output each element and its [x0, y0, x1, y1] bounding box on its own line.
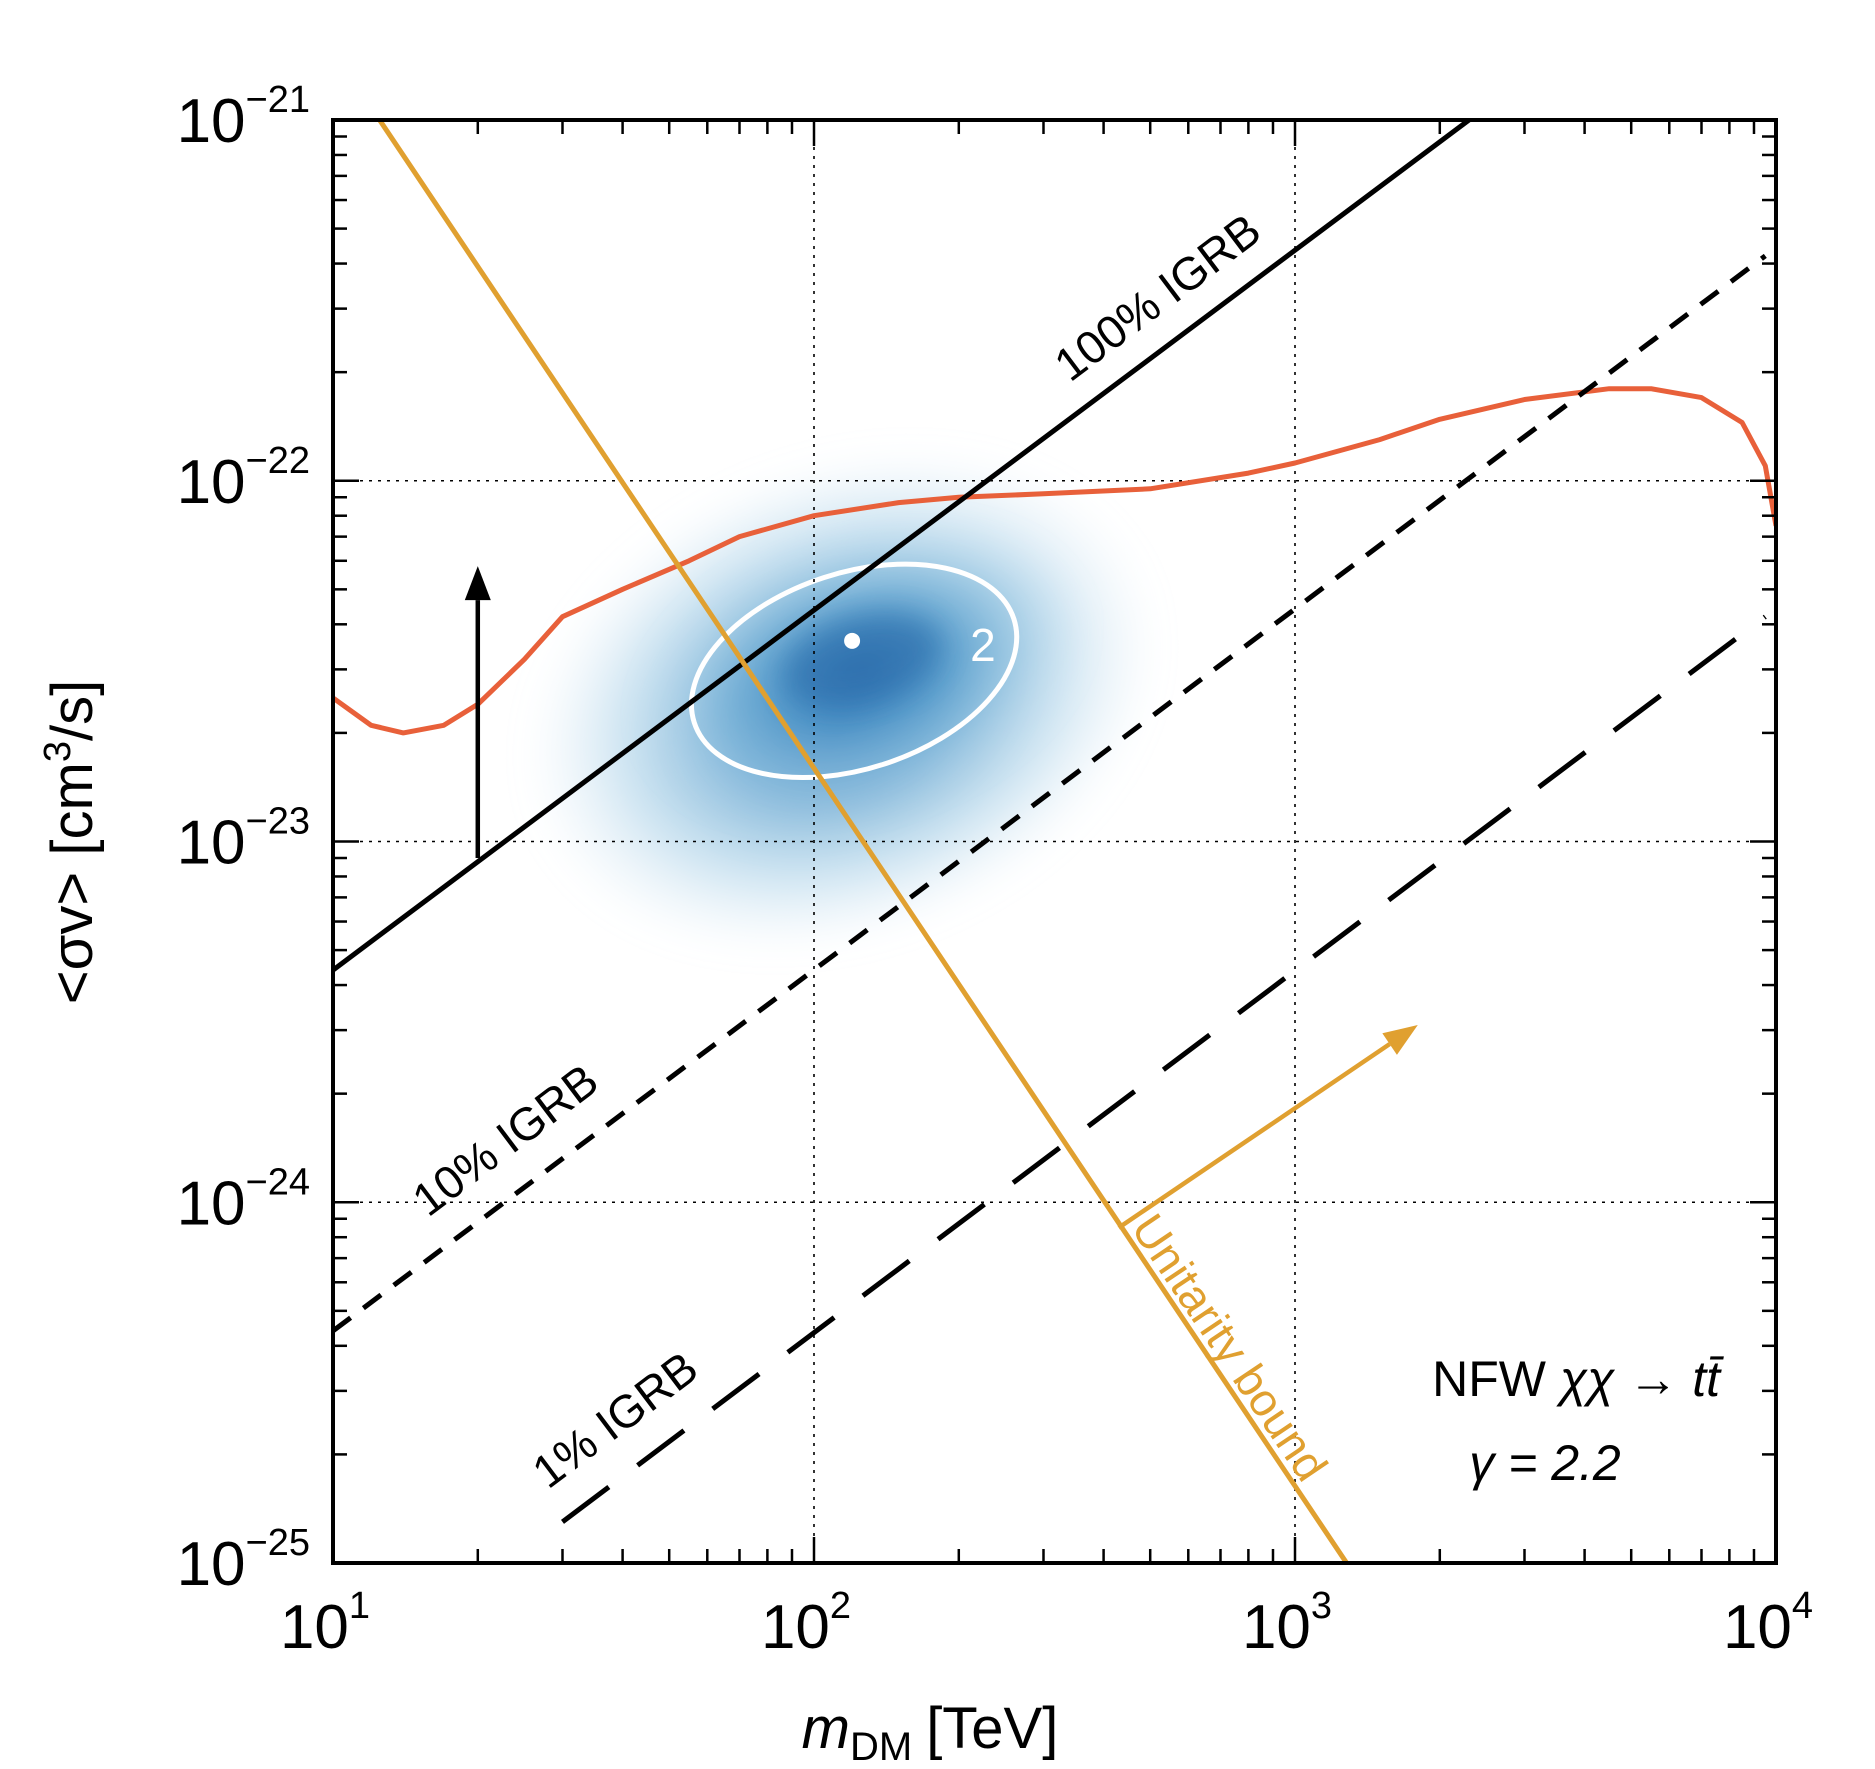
- y-tick-labels: 10−21 10−22 10−23 10−24 10−25: [177, 79, 310, 1599]
- x-tick-label: 101: [280, 1585, 370, 1662]
- x-tick-label: 104: [1723, 1585, 1813, 1662]
- x-tick-label: 103: [1242, 1585, 1332, 1662]
- inset-line-1: NFW χχ → tt̄: [1432, 1351, 1724, 1407]
- best-fit-point: [844, 632, 861, 649]
- unitarity-arrow-shaft: [1117, 1042, 1391, 1230]
- series-group: [333, 120, 1776, 1563]
- y-axis-pre: <σv> [cm: [40, 762, 105, 1004]
- y-tick-label: 10−24: [177, 1161, 310, 1238]
- series-unitarity-bound: [377, 120, 1349, 1563]
- x-axis-unit: [TeV]: [926, 1696, 1058, 1761]
- grid: [333, 120, 1776, 1563]
- inset-line-2: γ = 2.2: [1469, 1435, 1621, 1491]
- up-arrow-head: [464, 566, 491, 601]
- y-tick-label: 10−25: [177, 1522, 310, 1599]
- credible-contour: [688, 561, 1020, 781]
- y-axis-title: <σv> [cm3/s]: [37, 680, 105, 1004]
- x-axis-var: m: [802, 1696, 850, 1761]
- y-tick-label: 10−22: [177, 440, 310, 517]
- posterior-core: [784, 615, 941, 707]
- series-10-igrb: [333, 253, 1767, 1333]
- x-axis-sub: DM: [850, 1725, 912, 1769]
- posterior-region: [523, 446, 1161, 956]
- x-tick-label: 102: [761, 1585, 851, 1662]
- inset-profile: NFW: [1432, 1351, 1560, 1407]
- axis-ticks: [331, 120, 1776, 1565]
- markers: [464, 566, 1418, 1230]
- contour-label: 2: [970, 619, 996, 671]
- label-unitarity-bound: Unitarity bound: [1122, 1205, 1338, 1491]
- x-axis-title: mDM [TeV]: [802, 1696, 1059, 1769]
- y-tick-label: 10−21: [177, 79, 310, 156]
- inset-process: χχ → t: [1556, 1351, 1708, 1407]
- unitarity-arrow-head: [1382, 1024, 1418, 1055]
- y-tick-label: 10−23: [177, 801, 310, 878]
- series-1-igrb: [560, 614, 1767, 1524]
- series-100-igrb: [333, 120, 1471, 973]
- label-10-igrb: 10% IGRB: [403, 1054, 608, 1226]
- y-axis-sup: 3: [37, 741, 79, 762]
- y-axis-post: /s]: [40, 680, 105, 741]
- plot-area: [331, 118, 1778, 1565]
- inset-tbar: t̄: [1706, 1351, 1724, 1407]
- x-tick-labels: 101 102 103 104: [280, 1585, 1813, 1662]
- series-limit: [333, 386, 1776, 736]
- label-1-igrb: 1% IGRB: [523, 1341, 707, 1498]
